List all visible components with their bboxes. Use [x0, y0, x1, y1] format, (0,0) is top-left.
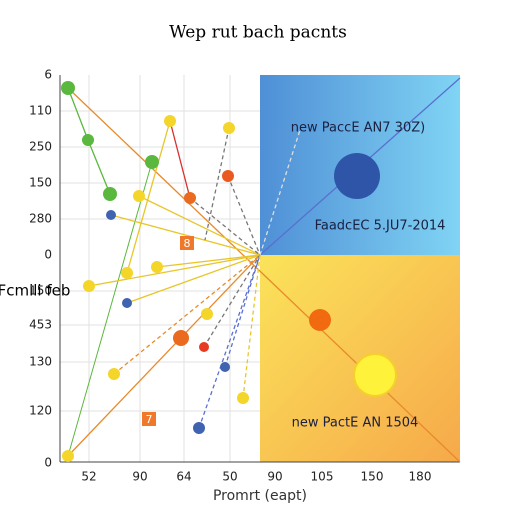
x-tick-label: 90 [267, 470, 282, 484]
x-tick-label: 180 [409, 470, 432, 484]
y-tick-label: 150 [29, 176, 52, 190]
yellow-quadrant [260, 255, 460, 462]
y-tick-label: 280 [29, 212, 52, 226]
x-tick-label: 64 [176, 470, 191, 484]
y-tick-label: 6 [44, 68, 52, 82]
y-axis-label: Fcmili feb [0, 282, 70, 300]
connector-lines [67, 77, 461, 463]
y-tick-label: 120 [29, 404, 52, 418]
y-tick-label: 0 [44, 456, 52, 470]
y-tick-label: 453 [29, 318, 52, 332]
x-tick-label: 52 [81, 470, 96, 484]
y-ticks: 6 110 250 150 280 0 150 453 130 120 0 [29, 68, 52, 470]
annotation: new PaccE AN7 30Z) [291, 121, 425, 136]
y-tick-label: 0 [44, 248, 52, 262]
x-tick-label: 90 [132, 470, 147, 484]
x-tick-label: 150 [361, 470, 384, 484]
annotation: new PactE AN 1504 [292, 416, 419, 431]
x-tick-label: 50 [222, 470, 237, 484]
x-axis-label: Promrt (eapt) [213, 488, 307, 504]
y-tick-label: 250 [29, 140, 52, 154]
points [61, 81, 397, 462]
chart-title: Wep rut bach pacnts [169, 23, 347, 43]
x-ticks: 52 90 64 50 90 105 150 180 [81, 470, 431, 484]
y-tick-label: 110 [29, 104, 52, 118]
x-tick-label: 105 [311, 470, 334, 484]
marker-label: 8 [184, 237, 191, 250]
marker-label: 7 [146, 413, 153, 426]
y-tick-label: 150 [29, 284, 52, 298]
y-tick-label: 130 [29, 355, 52, 369]
annotation: FaadcEC 5.JU7-2014 [315, 219, 446, 234]
